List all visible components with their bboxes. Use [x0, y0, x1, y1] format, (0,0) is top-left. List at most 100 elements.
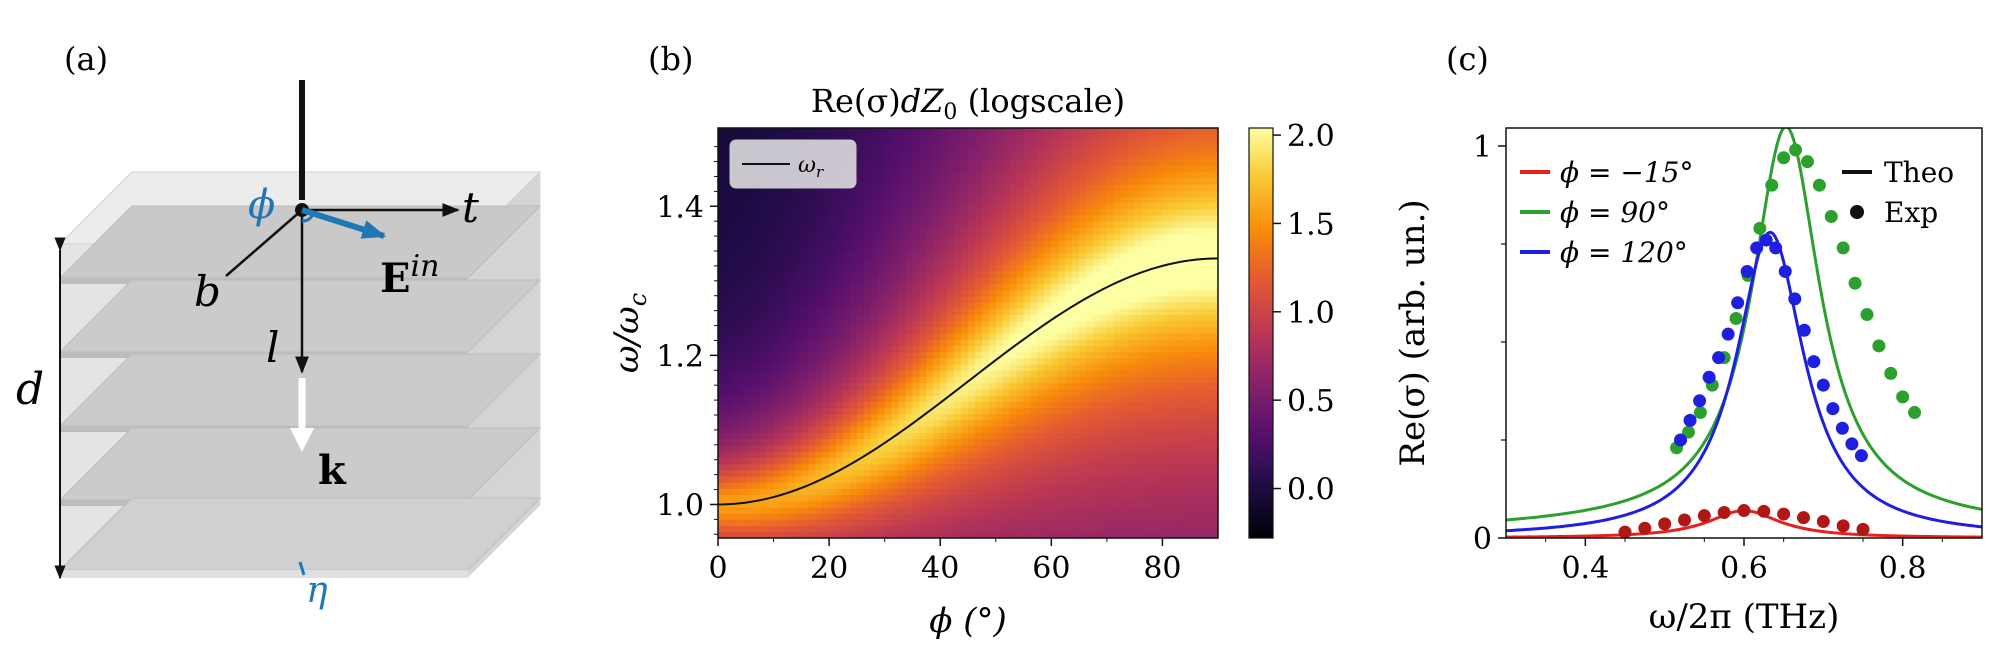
heatmap-cell [766, 190, 775, 197]
heatmap-cell [1148, 513, 1157, 520]
heatmap-cell [1176, 301, 1184, 309]
heatmap-cell [974, 463, 983, 471]
heatmap-cell [1044, 227, 1052, 235]
heatmap-cell [1190, 214, 1198, 222]
heatmap-cell [773, 451, 782, 458]
heatmap-cell [794, 419, 802, 427]
heatmap-cell [1148, 388, 1157, 396]
heatmap-cell [905, 159, 914, 166]
heatmap-cell [731, 333, 740, 340]
heatmap-cell [1065, 252, 1073, 260]
heatmap-cell [919, 258, 927, 266]
heatmap-cell [1120, 438, 1129, 446]
heatmap-cell [1051, 513, 1059, 520]
heatmap-cell [822, 326, 830, 334]
heatmap-cell [856, 183, 865, 191]
heatmap-cell [961, 246, 969, 253]
heatmap-cell [1099, 419, 1108, 427]
heatmap-cell [815, 438, 823, 446]
heatmap-cell [731, 239, 740, 247]
heatmap-cell [1016, 426, 1025, 433]
heatmap-cell [836, 320, 844, 328]
heatmap-cell [1120, 531, 1129, 538]
heatmap-cell [1065, 401, 1073, 409]
heatmap-cell [787, 196, 795, 204]
heatmap-cell [1072, 401, 1080, 409]
heatmap-cell [1113, 482, 1122, 489]
heatmap-cell [1127, 382, 1136, 390]
heatmap-cell [891, 270, 900, 278]
heatmap-cell [1190, 308, 1198, 315]
heatmap-cell [1162, 339, 1170, 347]
exp-point [1872, 339, 1886, 353]
heatmap-cell [1051, 469, 1059, 477]
heatmap-cell [766, 214, 775, 222]
heatmap-cell [877, 382, 886, 390]
heatmap-cell [1134, 333, 1143, 340]
heatmap-cell [1211, 413, 1218, 421]
colorbar-tick-label: 1.0 [1287, 296, 1335, 331]
heatmap-cell [724, 258, 733, 266]
heatmap-cell [995, 252, 1004, 260]
heatmap-cell [731, 494, 740, 502]
heatmap-cell [1065, 451, 1073, 458]
heatmap-cell [1190, 233, 1198, 241]
heatmap-cell [870, 221, 879, 228]
heatmap-cell [759, 494, 768, 502]
heatmap-cell [1190, 351, 1198, 359]
heatmap-cell [1127, 357, 1136, 365]
heatmap-cell [898, 500, 907, 508]
heatmap-cell [815, 246, 823, 253]
heatmap-cell [968, 475, 976, 483]
heatmap-cell [843, 308, 851, 315]
heatmap-cell [1093, 457, 1101, 465]
heatmap-cell [974, 214, 983, 222]
heatmap-cell [1009, 239, 1018, 247]
heatmap-cell [1113, 308, 1122, 315]
heatmap-cell [1169, 475, 1177, 483]
heatmap-cell [947, 488, 955, 496]
heatmap-cell [1127, 351, 1136, 359]
heatmap-cell [988, 463, 997, 471]
heatmap-cell [759, 196, 768, 204]
heatmap-cell [718, 482, 726, 489]
heatmap-cell [863, 382, 872, 390]
heatmap-cell [884, 258, 893, 266]
heatmap-cell [745, 426, 754, 433]
heatmap-cell [1030, 351, 1039, 359]
heatmap-cell [815, 370, 823, 378]
heatmap-cell [731, 525, 740, 533]
heatmap-cell [1058, 339, 1066, 347]
heatmap-cell [822, 239, 830, 247]
heatmap-cell [988, 301, 997, 309]
heatmap-cell [1183, 177, 1191, 185]
heatmap-cell [954, 370, 962, 378]
heatmap-cell [933, 283, 941, 291]
heatmap-cell [919, 488, 927, 496]
heatmap-cell [1120, 270, 1129, 278]
heatmap-cell [1072, 364, 1080, 371]
heatmap-cell [933, 469, 941, 477]
heatmap-cell [787, 128, 795, 135]
heatmap-cell [752, 426, 761, 433]
heatmap-cell [731, 388, 740, 396]
heatmap-cell [1176, 333, 1184, 340]
heatmap-cell [1183, 426, 1191, 433]
heatmap-cell [836, 395, 844, 402]
heatmap-cell [898, 146, 907, 154]
heatmap-cell [870, 463, 879, 471]
heatmap-cell [849, 196, 858, 204]
heatmap-cell [759, 134, 768, 142]
heatmap-cell [1183, 152, 1191, 160]
heatmap-cell [731, 227, 740, 235]
heatmap-cell [1169, 525, 1177, 533]
heatmap-cell [1169, 177, 1177, 185]
heatmap-cell [1072, 208, 1080, 216]
heatmap-cell [954, 146, 962, 154]
heatmap-cell [884, 159, 893, 166]
heatmap-cell [856, 289, 865, 297]
heatmap-cell [1197, 339, 1205, 347]
heatmap-cell [1099, 500, 1108, 508]
heatmap-cell [1113, 444, 1122, 452]
heatmap-cell [794, 407, 802, 415]
